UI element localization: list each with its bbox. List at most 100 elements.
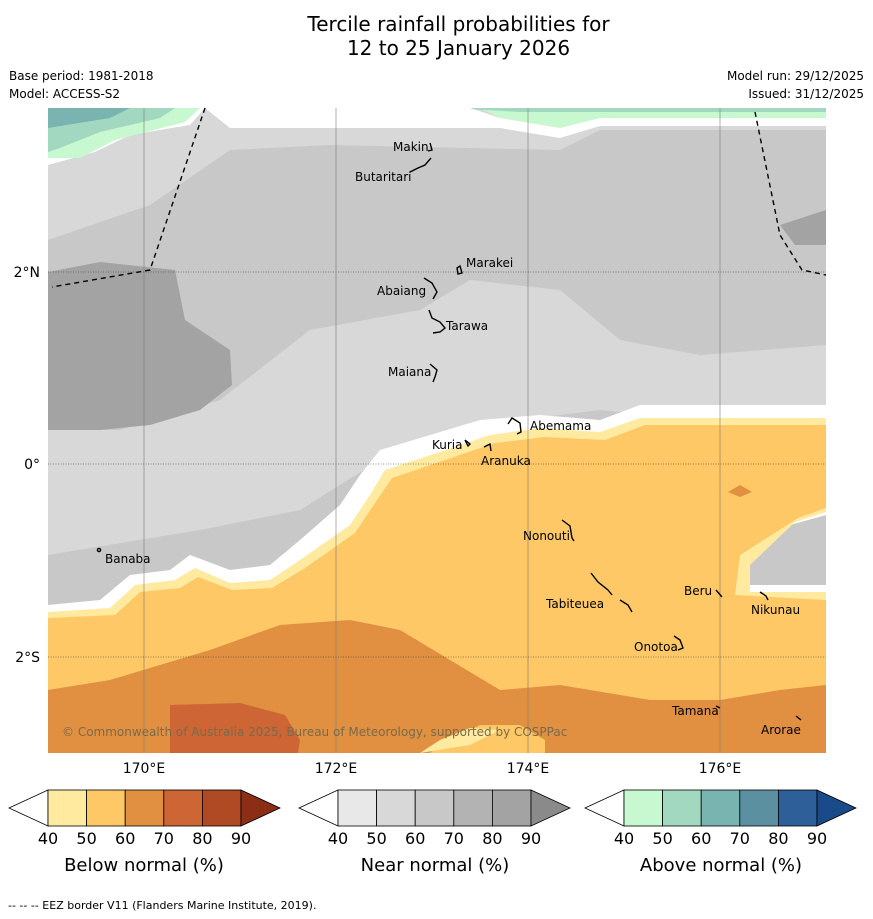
above-normal-50-top-right xyxy=(450,108,826,112)
lon-label-170e: 170°E xyxy=(123,761,166,777)
eez-border-east xyxy=(754,111,827,276)
island-arorae xyxy=(795,715,802,721)
below-colorbar-tick-label: 80 xyxy=(192,829,212,848)
label-nonouti: Nonouti xyxy=(523,529,570,543)
issued-date: Issued: 31/12/2025 xyxy=(748,87,864,101)
island-kuria xyxy=(464,439,472,448)
model-name: Model: ACCESS-S2 xyxy=(9,87,121,101)
below-colorbar-segment xyxy=(124,789,165,827)
colorbar-near-normal: 40 50 60 70 80 90 xyxy=(298,789,571,848)
label-maiana: Maiana xyxy=(388,365,431,379)
near-colorbar-min-triangle xyxy=(298,789,339,827)
label-tarawa: Tarawa xyxy=(445,319,488,333)
below-normal-70-region xyxy=(170,703,300,753)
below-colorbar-tick-label: 70 xyxy=(154,829,174,848)
map-title: Tercile rainfall probabilities for 12 to… xyxy=(0,12,873,60)
lat-label-0: 0° xyxy=(24,457,40,473)
island-banaba xyxy=(96,547,102,553)
island-makin xyxy=(427,142,433,152)
lat-label-2n: 2°N xyxy=(14,265,40,281)
above-colorbar-tick-label: 90 xyxy=(807,829,827,848)
label-aranuka: Aranuka xyxy=(481,454,531,468)
island-aranuka xyxy=(483,442,492,452)
above-colorbar-segment xyxy=(700,789,741,827)
near-normal-50-band-middle xyxy=(48,280,826,555)
near-normal-50-band-top xyxy=(48,108,826,240)
island-nikunau xyxy=(759,591,769,601)
near-colorbar-tick-label: 90 xyxy=(521,829,541,848)
eez-footer-note: -- -- -- EEZ border V11 (Flanders Marine… xyxy=(8,899,317,912)
below-colorbar-segment xyxy=(163,789,203,827)
lon-label-176e: 176°E xyxy=(699,761,742,777)
above-colorbar-max-triangle xyxy=(816,789,857,827)
above-colorbar-tick-label: 80 xyxy=(768,829,788,848)
above-normal-60-wedge xyxy=(48,108,130,128)
label-tamana: Tamana xyxy=(671,704,719,718)
label-nikunau: Nikunau xyxy=(751,603,800,617)
title-line-2: 12 to 25 January 2026 xyxy=(346,36,571,60)
island-maiana xyxy=(429,363,438,383)
lat-label-2s: 2°S xyxy=(15,650,40,666)
title-line-1: Tercile rainfall probabilities for xyxy=(307,12,610,36)
near-colorbar-segment xyxy=(414,789,455,827)
below-colorbar-segment xyxy=(201,789,242,827)
near-colorbar-tick-label: 50 xyxy=(366,829,386,848)
meta-left: Base period: 1981-2018 Model: ACCESS-S2 xyxy=(9,67,154,103)
below-colorbar-tick-label: 40 xyxy=(38,829,58,848)
island-beru xyxy=(715,589,723,598)
near-colorbar-segment xyxy=(453,789,493,827)
base-period: Base period: 1981-2018 xyxy=(9,69,154,83)
below-colorbar-max-triangle xyxy=(240,789,281,827)
above-colorbar-segment xyxy=(623,789,663,827)
near-colorbar-segment xyxy=(337,789,377,827)
near-colorbar-tick-label: 70 xyxy=(444,829,464,848)
colorbar-near-label: Near normal (%) xyxy=(361,855,510,876)
label-banaba: Banaba xyxy=(105,552,151,566)
above-colorbar-segment xyxy=(662,789,702,827)
label-abemama: Abemama xyxy=(530,419,591,433)
label-makin: Makin xyxy=(393,140,429,154)
above-colorbar-tick-label: 60 xyxy=(691,829,711,848)
island-abemama xyxy=(507,417,522,435)
label-kuria: Kuria xyxy=(432,438,463,452)
colorbar-below-normal: 40 50 60 70 80 90 xyxy=(8,789,281,848)
island-tabiteuea-south xyxy=(619,599,633,613)
lon-label-174e: 174°E xyxy=(507,761,550,777)
island-tarawa xyxy=(428,309,446,334)
near-colorbar-tick-label: 80 xyxy=(482,829,502,848)
model-run: Model run: 29/12/2025 xyxy=(726,69,864,83)
near-colorbar-segment xyxy=(491,789,532,827)
label-marakei: Marakei xyxy=(466,256,513,270)
island-nonouti xyxy=(561,519,575,542)
below-colorbar-tick-label: 60 xyxy=(115,829,135,848)
colorbar-above-normal: 40 50 60 70 80 90 xyxy=(584,789,857,848)
probability-field xyxy=(48,108,826,753)
island-tamana xyxy=(715,705,721,709)
label-tabiteuea: Tabiteuea xyxy=(545,597,604,611)
colorbar-above-label: Above normal (%) xyxy=(640,855,802,876)
lon-label-172e: 172°E xyxy=(315,761,358,777)
island-marakei xyxy=(456,264,463,275)
below-colorbar-min-triangle xyxy=(8,789,49,827)
below-colorbar-tick-label: 90 xyxy=(231,829,251,848)
near-colorbar-tick-label: 40 xyxy=(328,829,348,848)
graticule xyxy=(143,108,721,753)
white-gap-band xyxy=(205,108,826,138)
label-abaiang: Abaiang xyxy=(377,284,426,298)
above-colorbar-tick-label: 70 xyxy=(730,829,750,848)
below-normal-40-patch xyxy=(420,728,500,753)
near-normal-80-blob-east xyxy=(780,210,826,245)
label-onotoa: Onotoa xyxy=(634,640,678,654)
above-colorbar-tick-label: 50 xyxy=(652,829,672,848)
label-butaritari: Butaritari xyxy=(355,170,412,184)
above-colorbar-min-triangle xyxy=(584,789,625,827)
near-normal-80-blob-west xyxy=(48,262,232,430)
parallels xyxy=(48,271,826,658)
island-tabiteuea-north xyxy=(590,572,613,596)
label-arorae: Arorae xyxy=(761,723,801,737)
copyright-notice: © Commonwealth of Australia 2025, Bureau… xyxy=(62,725,567,739)
above-colorbar-segment xyxy=(778,789,818,827)
island-onotoa xyxy=(673,635,684,651)
meta-right: Model run: 29/12/2025 Issued: 31/12/2025 xyxy=(727,67,864,103)
